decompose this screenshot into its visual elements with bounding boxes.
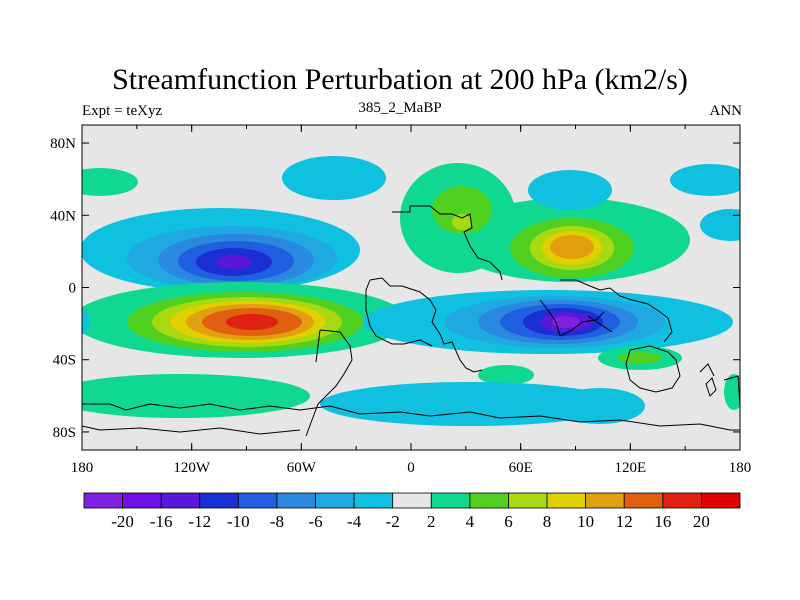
coastline (305, 329, 353, 437)
coastline (625, 345, 681, 393)
longitude-axis: 180 120W 60W 0 60E 120E 180 (71, 125, 752, 476)
colorbar-label: -8 (270, 512, 284, 531)
contour-region (528, 170, 612, 210)
colorbar-label: -10 (227, 512, 250, 531)
case-label: 385_2_MaBP (358, 100, 442, 116)
contour-region (700, 209, 740, 241)
coastline (82, 403, 740, 431)
colorbar-swatch (237, 492, 278, 509)
coastline (699, 363, 715, 377)
lat-tick-label: 80N (50, 136, 76, 152)
lon-tick-label: 60W (287, 460, 317, 476)
colorbar-swatch (662, 492, 702, 509)
lon-tick-label: 120W (173, 460, 211, 476)
contour-region (320, 382, 620, 426)
colorbar-swatch (315, 492, 355, 509)
contour-region (552, 316, 580, 328)
colorbar-swatch (469, 492, 509, 509)
contour-region (82, 374, 310, 418)
colorbar-label: 10 (577, 512, 594, 531)
lon-tick-label: 180 (729, 460, 752, 476)
coastline (392, 205, 503, 281)
colorbar-swatch (199, 492, 239, 509)
contour-region (216, 255, 252, 269)
colorbar-label: 2 (427, 512, 436, 531)
coastlines (82, 205, 740, 437)
coastline (705, 377, 717, 397)
colorbar-swatch (276, 492, 316, 509)
contour-region (478, 365, 534, 385)
lon-tick-label: 180 (71, 460, 94, 476)
contour-region (550, 235, 594, 259)
contour-region (555, 388, 645, 424)
contour-region (724, 374, 740, 410)
lat-tick-label: 40N (50, 208, 76, 224)
coastline (365, 279, 433, 347)
coastline (587, 315, 613, 333)
colorbar-label: 12 (616, 512, 633, 531)
coastline (723, 375, 740, 407)
contour-region (82, 310, 90, 334)
contour-region (670, 164, 740, 196)
contour-fields (82, 156, 740, 426)
colorbar-label: 20 (693, 512, 710, 531)
colorbar-swatch (623, 492, 664, 509)
colorbar-label: 4 (466, 512, 475, 531)
coastline (560, 279, 673, 343)
lat-tick-label: 80S (53, 425, 76, 441)
lat-tick-label: 40S (53, 353, 76, 369)
colorbar: -20 -16 -12 -10 -8 -6 -4 -2 2 4 6 8 10 12 16 20 (83, 492, 741, 531)
colorbar-label: 6 (504, 512, 513, 531)
contour-region (618, 352, 662, 364)
contour-region (432, 186, 492, 234)
colorbar-label: -2 (386, 512, 400, 531)
contour-region (82, 168, 138, 196)
lon-tick-label: 120E (614, 460, 646, 476)
colorbar-swatch (701, 492, 741, 509)
contour-region (452, 214, 472, 230)
colorbar-label: -4 (347, 512, 362, 531)
colorbar-swatch (546, 492, 587, 509)
colorbar-swatch (83, 492, 123, 509)
colorbar-label: -20 (111, 512, 134, 531)
colorbar-swatch (585, 492, 625, 509)
experiment-label: Expt = teXyz (82, 103, 163, 119)
colorbar-label: -6 (308, 512, 322, 531)
colorbar-label: 8 (543, 512, 552, 531)
latitude-axis: 80N 40N 0 40S 80S (50, 136, 740, 441)
season-label: ANN (709, 103, 743, 119)
colorbar-label: 16 (654, 512, 671, 531)
lat-tick-label: 0 (69, 281, 77, 297)
lon-tick-label: 60E (509, 460, 533, 476)
colorbar-swatch (392, 492, 432, 509)
colorbar-label: -12 (188, 512, 211, 531)
colorbar-swatch (508, 492, 548, 509)
coastline (369, 277, 483, 373)
coastline (82, 425, 301, 435)
lon-tick-label: 0 (407, 460, 415, 476)
map-title: Streamfunction Perturbation at 200 hPa (… (112, 63, 688, 96)
colorbar-swatch (430, 492, 471, 509)
colorbar-swatch (353, 492, 394, 509)
colorbar-swatch (160, 492, 201, 509)
contour-region (226, 314, 278, 330)
colorbar-swatch (122, 492, 162, 509)
coastline (315, 329, 321, 363)
colorbar-label: -16 (150, 512, 173, 531)
contour-region (282, 156, 386, 200)
